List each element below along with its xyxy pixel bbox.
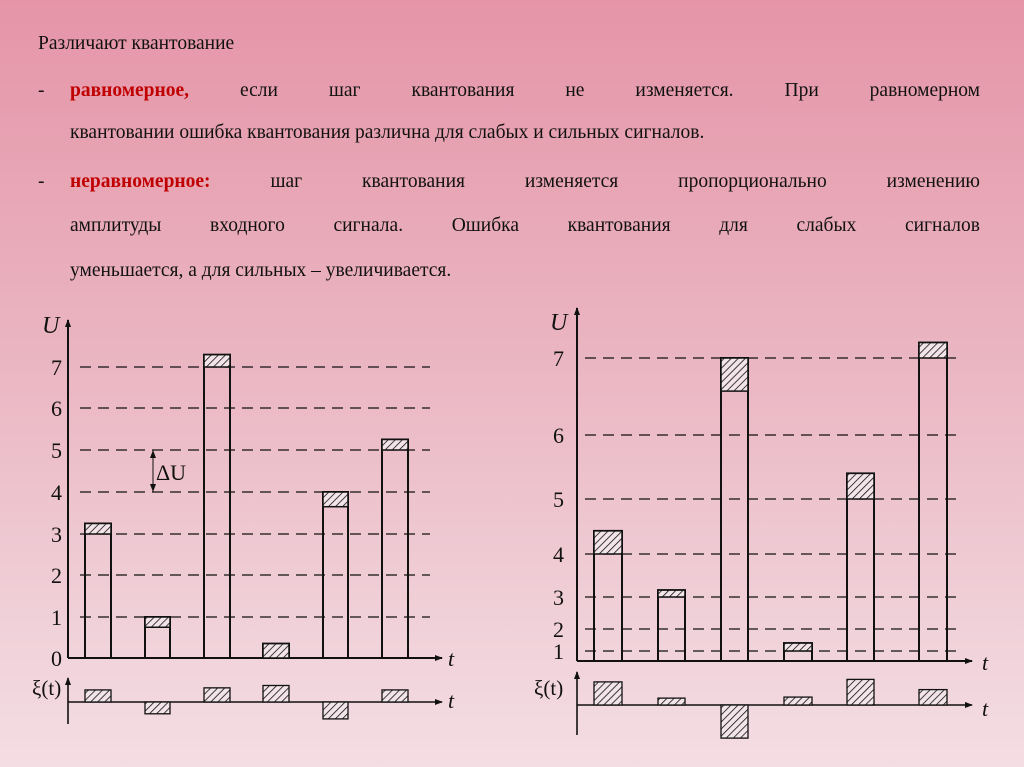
error-bar [203,687,231,703]
quantization-error-hatch [918,341,948,359]
x-axis-label: t [982,650,989,675]
nonuniform-line-2: амплитуды входного сигнала. Ошибка квант… [70,215,980,236]
x-axis-label: t [448,646,455,671]
y-axis-label: U [42,313,61,339]
quantization-error-hatch [203,353,231,368]
quantization-error-hatch [144,616,171,628]
level-tick-label: 7 [51,355,62,380]
level-tick-label: 2 [51,563,62,588]
level-tick-label: 1 [51,605,62,630]
sample-bar [381,438,409,659]
error-x-axis-label: t [448,688,455,713]
level-tick-label: 0 [51,646,62,671]
error-bar [381,689,409,703]
level-tick-label: 6 [553,423,564,448]
error-bar [144,701,171,715]
error-axis-label: ξ(t) [32,676,61,700]
uniform-line-1-text: если шаг квантования не изменяется. При … [239,80,981,101]
bullet-dash: - [38,80,45,101]
level-tick-label: 4 [51,480,62,505]
error-bar [322,701,349,720]
sample-bar [918,341,948,662]
error-x-axis-label: t [982,696,989,721]
level-tick-label: 2 [553,617,564,642]
sample-bar [720,357,749,662]
nonuniform-line-1-text: шаг квантования изменяется пропорциональ… [270,171,981,192]
nonuniform-line-3: уменьшается, а для сильных – увеличивает… [70,260,452,281]
error-bar [593,681,623,706]
quantization-error-hatch [262,642,290,659]
quantization-error-hatch [84,522,112,535]
level-tick-label: 6 [51,396,62,421]
level-tick-label: 3 [51,522,62,547]
sample-bar [203,353,231,659]
level-tick-label: 1 [553,639,564,664]
quantization-error-hatch [593,530,623,555]
error-bar [262,684,290,703]
intro-text: Различают квантование [38,33,235,54]
step-label: ΔU [156,460,186,485]
uniform-line-2: квантовании ошибка квантования различна … [70,122,705,143]
quantization-error-hatch [783,642,813,652]
nonuniform-line-1: неравномерное: шаг квантования изменяетс… [70,171,980,193]
quantization-error-hatch [657,589,686,598]
level-tick-label: 7 [553,346,564,371]
bullet-dash: - [38,171,45,192]
error-bar [783,696,813,706]
error-bar [846,678,875,706]
level-tick-label: 5 [51,438,62,463]
uniform-line-1: равномерное, если шаг квантования не изм… [70,80,980,102]
quantization-error-hatch [720,357,749,392]
error-bar [918,688,948,706]
uniform-quantization-chart: 0 1 2 3 4 5 6 7 Ut ξ(t) t ΔU [32,313,455,724]
nonuniform-quantization-chart: 12 3 4 5 6 7 Ut ξ(t) t [534,307,989,739]
level-tick-label: 4 [553,542,564,567]
error-bar [720,704,749,739]
level-tick-label: 5 [553,487,564,512]
quantization-error-hatch [381,438,409,451]
y-axis-label: U [550,310,569,336]
uniform-term: равномерное, [70,80,190,101]
quantization-error-hatch [846,472,875,500]
error-bar [657,697,686,706]
quantization-error-hatch [322,491,349,508]
nonuniform-term: неравномерное: [70,171,211,192]
level-tick-label: 3 [553,585,564,610]
sample-bar [846,472,875,662]
sample-bar [84,522,112,659]
error-bar [84,689,112,703]
error-axis-label: ξ(t) [534,676,563,700]
